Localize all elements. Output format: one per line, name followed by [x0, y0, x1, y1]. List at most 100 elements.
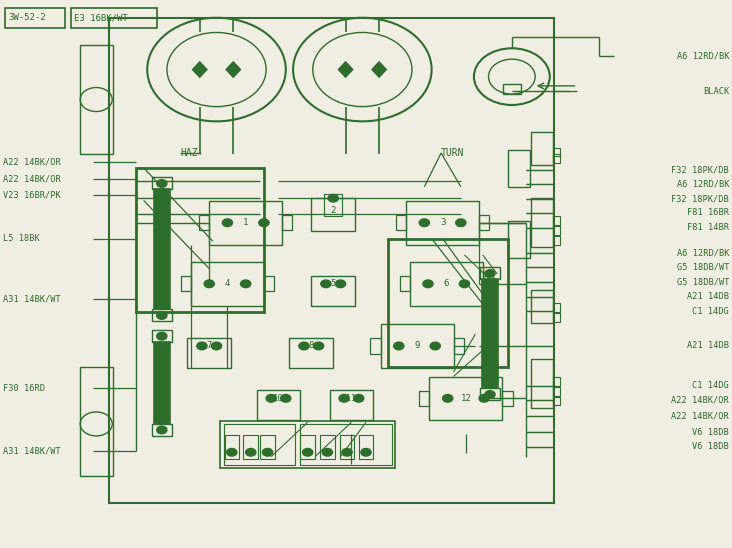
Bar	[508, 150, 530, 187]
Bar	[419, 391, 430, 406]
Text: F32 18PK/DB: F32 18PK/DB	[671, 194, 729, 203]
Bar	[187, 338, 231, 368]
Bar	[503, 84, 520, 94]
Circle shape	[322, 448, 332, 456]
Circle shape	[419, 219, 430, 226]
Bar	[340, 435, 354, 459]
Circle shape	[321, 280, 331, 288]
Bar	[553, 397, 560, 406]
Bar	[264, 276, 274, 292]
Circle shape	[204, 280, 214, 288]
Bar	[257, 390, 300, 420]
Text: 10: 10	[273, 394, 284, 403]
Text: 2: 2	[330, 206, 336, 215]
Text: F30 16RD: F30 16RD	[3, 384, 45, 393]
Bar	[154, 190, 170, 310]
Circle shape	[241, 280, 251, 288]
Bar	[553, 216, 560, 225]
Text: V23 16BR/PK: V23 16BR/PK	[3, 191, 61, 199]
Bar	[324, 194, 342, 216]
Circle shape	[259, 219, 269, 226]
Bar	[553, 226, 560, 235]
Bar	[300, 435, 315, 459]
Circle shape	[246, 448, 256, 456]
Bar	[396, 215, 406, 230]
Bar	[553, 236, 560, 244]
Bar	[553, 147, 560, 156]
Bar	[400, 276, 410, 292]
Bar	[300, 424, 392, 465]
Bar	[388, 238, 508, 367]
Circle shape	[479, 395, 489, 402]
Bar	[410, 262, 482, 306]
Bar	[502, 391, 512, 406]
Bar	[71, 8, 157, 27]
Bar	[479, 389, 500, 401]
Text: C1 14DG: C1 14DG	[692, 381, 729, 390]
Bar	[482, 276, 493, 292]
Bar	[282, 215, 292, 230]
Bar	[136, 168, 264, 312]
Bar	[553, 313, 560, 322]
Text: A22 14BK/OR: A22 14BK/OR	[671, 396, 729, 405]
Text: C1 14DG: C1 14DG	[692, 306, 729, 316]
Bar	[553, 304, 560, 312]
Circle shape	[361, 448, 371, 456]
Text: 11: 11	[346, 394, 356, 403]
Bar	[220, 421, 395, 467]
Bar	[80, 367, 113, 476]
Text: E3 16BK/WT: E3 16BK/WT	[75, 13, 128, 22]
Bar	[508, 220, 530, 258]
Circle shape	[423, 280, 433, 288]
Circle shape	[157, 180, 167, 187]
Text: F81 14BR: F81 14BR	[687, 223, 729, 232]
Bar	[329, 390, 373, 420]
Circle shape	[342, 448, 352, 456]
Circle shape	[263, 448, 272, 456]
Bar	[154, 342, 170, 424]
Text: TURN: TURN	[441, 148, 465, 158]
Circle shape	[302, 448, 313, 456]
Bar	[531, 358, 553, 408]
Text: A22 14BK/OR: A22 14BK/OR	[671, 411, 729, 420]
Text: G5 18DB/WT: G5 18DB/WT	[676, 278, 729, 287]
Text: 3W-52-2: 3W-52-2	[9, 13, 46, 22]
Circle shape	[485, 391, 495, 398]
Bar	[261, 435, 274, 459]
Circle shape	[394, 342, 404, 350]
Bar	[311, 276, 355, 306]
Text: V6 18DB: V6 18DB	[692, 427, 729, 437]
Bar	[479, 215, 489, 230]
Bar	[224, 424, 295, 465]
Text: A6 12RD/BK: A6 12RD/BK	[676, 52, 729, 60]
Bar	[209, 201, 282, 244]
Circle shape	[485, 270, 495, 277]
Text: 8: 8	[309, 341, 314, 351]
Circle shape	[456, 219, 466, 226]
Bar	[152, 330, 172, 342]
Bar	[359, 435, 373, 459]
Text: 5: 5	[330, 279, 336, 288]
Bar	[430, 376, 502, 420]
Circle shape	[280, 395, 291, 402]
Bar	[406, 201, 479, 244]
Polygon shape	[225, 61, 242, 78]
Text: A6 12RD/BK: A6 12RD/BK	[676, 249, 729, 258]
Bar	[531, 132, 553, 165]
Circle shape	[157, 312, 167, 319]
Text: 4: 4	[225, 279, 230, 288]
Circle shape	[339, 395, 349, 402]
Bar	[80, 45, 113, 154]
Bar	[531, 290, 553, 323]
Bar	[479, 267, 500, 279]
Bar	[152, 424, 172, 436]
Bar	[311, 198, 355, 231]
Circle shape	[328, 195, 338, 202]
Circle shape	[430, 342, 441, 350]
Polygon shape	[371, 61, 387, 78]
Bar	[152, 178, 172, 190]
Circle shape	[212, 342, 222, 350]
Text: F81 16BR: F81 16BR	[687, 208, 729, 218]
Circle shape	[354, 395, 364, 402]
Bar	[482, 279, 498, 389]
